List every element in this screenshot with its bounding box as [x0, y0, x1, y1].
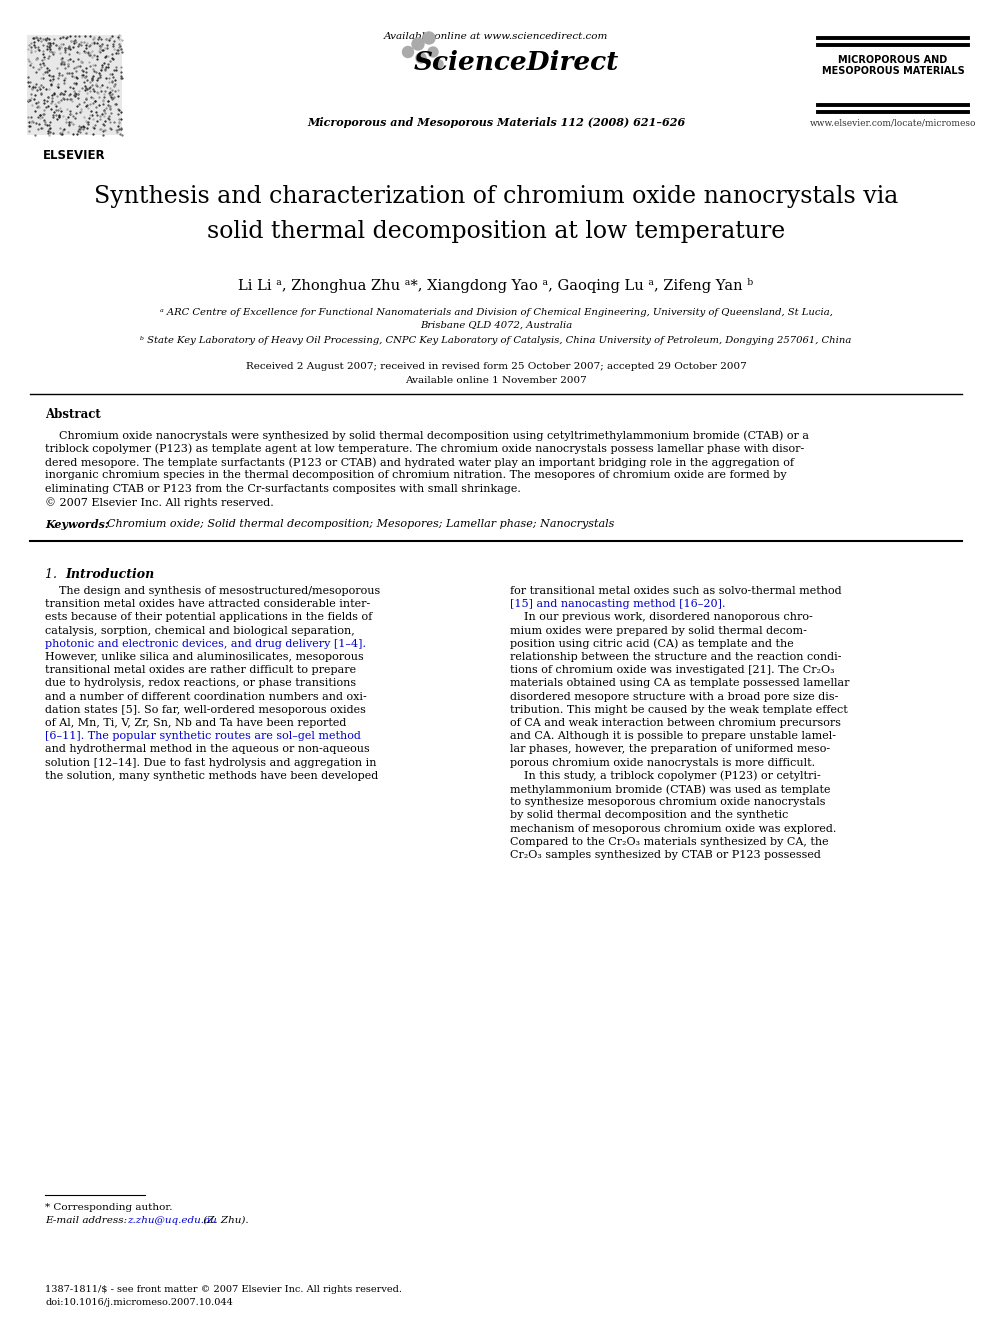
- Text: ScienceDirect: ScienceDirect: [414, 50, 619, 75]
- Text: Cr₂O₃ samples synthesized by CTAB or P123 possessed: Cr₂O₃ samples synthesized by CTAB or P12…: [510, 849, 820, 860]
- Text: tions of chromium oxide was investigated [21]. The Cr₂O₃: tions of chromium oxide was investigated…: [510, 665, 834, 675]
- Text: Microporous and Mesoporous Materials 112 (2008) 621–626: Microporous and Mesoporous Materials 112…: [307, 116, 685, 128]
- Text: Chromium oxide; Solid thermal decomposition; Mesopores; Lamellar phase; Nanocrys: Chromium oxide; Solid thermal decomposit…: [100, 519, 614, 529]
- Text: Compared to the Cr₂O₃ materials synthesized by CA, the: Compared to the Cr₂O₃ materials synthesi…: [510, 837, 828, 847]
- Text: photonic and electronic devices, and drug delivery [1–4].: photonic and electronic devices, and dru…: [45, 639, 366, 648]
- Text: triblock copolymer (P123) as template agent at low temperature. The chromium oxi: triblock copolymer (P123) as template ag…: [45, 443, 805, 454]
- Circle shape: [428, 48, 438, 57]
- Text: porous chromium oxide nanocrystals is more difficult.: porous chromium oxide nanocrystals is mo…: [510, 758, 815, 767]
- Text: Li Li ᵃ, Zhonghua Zhu ᵃ*, Xiangdong Yao ᵃ, Gaoqing Lu ᵃ, Zifeng Yan ᵇ: Li Li ᵃ, Zhonghua Zhu ᵃ*, Xiangdong Yao …: [238, 278, 754, 292]
- Text: catalysis, sorption, chemical and biological separation,: catalysis, sorption, chemical and biolog…: [45, 626, 355, 635]
- Text: by solid thermal decomposition and the synthetic: by solid thermal decomposition and the s…: [510, 811, 789, 820]
- Text: mium oxides were prepared by solid thermal decom-: mium oxides were prepared by solid therm…: [510, 626, 806, 635]
- Text: z.zhu@uq.edu.au: z.zhu@uq.edu.au: [127, 1216, 216, 1225]
- Text: ᵇ State Key Laboratory of Heavy Oil Processing, CNPC Key Laboratory of Catalysis: ᵇ State Key Laboratory of Heavy Oil Proc…: [140, 336, 852, 345]
- Text: ELSEVIER: ELSEVIER: [44, 149, 106, 161]
- Text: dered mesopore. The template surfactants (P123 or CTAB) and hydrated water play : dered mesopore. The template surfactants…: [45, 456, 794, 467]
- Text: Keywords:: Keywords:: [45, 519, 109, 531]
- Text: www.elsevier.com/locate/micromeso: www.elsevier.com/locate/micromeso: [809, 118, 976, 127]
- Text: the solution, many synthetic methods have been developed: the solution, many synthetic methods hav…: [45, 771, 378, 781]
- Text: Received 2 August 2007; received in revised form 25 October 2007; accepted 29 Oc: Received 2 August 2007; received in revi…: [246, 363, 746, 370]
- Circle shape: [416, 53, 426, 64]
- Text: [6–11]. The popular synthetic routes are sol–gel method: [6–11]. The popular synthetic routes are…: [45, 732, 361, 741]
- Text: and a number of different coordination numbers and oxi-: and a number of different coordination n…: [45, 692, 367, 701]
- Text: Available online at www.sciencedirect.com: Available online at www.sciencedirect.co…: [384, 32, 608, 41]
- Circle shape: [423, 32, 435, 44]
- Text: methylammonium bromide (CTAB) was used as template: methylammonium bromide (CTAB) was used a…: [510, 785, 830, 795]
- Text: In our previous work, disordered nanoporous chro-: In our previous work, disordered nanopor…: [510, 613, 812, 622]
- Text: transitional metal oxides are rather difficult to prepare: transitional metal oxides are rather dif…: [45, 665, 356, 675]
- Text: ᵃ ARC Centre of Excellence for Functional Nanomaterials and Division of Chemical: ᵃ ARC Centre of Excellence for Functiona…: [160, 308, 832, 318]
- Text: and CA. Although it is possible to prepare unstable lamel-: and CA. Although it is possible to prepa…: [510, 732, 836, 741]
- Text: and hydrothermal method in the aqueous or non-aqueous: and hydrothermal method in the aqueous o…: [45, 745, 370, 754]
- Text: mechanism of mesoporous chromium oxide was explored.: mechanism of mesoporous chromium oxide w…: [510, 824, 836, 833]
- Text: doi:10.1016/j.micromeso.2007.10.044: doi:10.1016/j.micromeso.2007.10.044: [45, 1298, 233, 1307]
- Text: 1387-1811/$ - see front matter © 2007 Elsevier Inc. All rights reserved.: 1387-1811/$ - see front matter © 2007 El…: [45, 1285, 402, 1294]
- Text: ests because of their potential applications in the fields of: ests because of their potential applicat…: [45, 613, 372, 622]
- Text: for transitional metal oxides such as solvo-thermal method: for transitional metal oxides such as so…: [510, 586, 841, 595]
- Text: solution [12–14]. Due to fast hydrolysis and aggregation in: solution [12–14]. Due to fast hydrolysis…: [45, 758, 377, 767]
- Text: (Z. Zhu).: (Z. Zhu).: [200, 1216, 249, 1225]
- Text: MICROPOROUS AND: MICROPOROUS AND: [838, 56, 947, 65]
- Text: Brisbane QLD 4072, Australia: Brisbane QLD 4072, Australia: [420, 321, 572, 329]
- Text: Chromium oxide nanocrystals were synthesized by solid thermal decomposition usin: Chromium oxide nanocrystals were synthes…: [45, 430, 809, 441]
- Text: © 2007 Elsevier Inc. All rights reserved.: © 2007 Elsevier Inc. All rights reserved…: [45, 497, 274, 508]
- Text: lar phases, however, the preparation of uniformed meso-: lar phases, however, the preparation of …: [510, 745, 830, 754]
- Bar: [27, 34, 122, 135]
- Text: of Al, Mn, Ti, V, Zr, Sn, Nb and Ta have been reported: of Al, Mn, Ti, V, Zr, Sn, Nb and Ta have…: [45, 718, 346, 728]
- Text: dation states [5]. So far, well-ordered mesoporous oxides: dation states [5]. So far, well-ordered …: [45, 705, 366, 714]
- Text: MESOPOROUS MATERIALS: MESOPOROUS MATERIALS: [821, 66, 964, 75]
- Circle shape: [403, 46, 414, 57]
- Text: materials obtained using CA as template possessed lamellar: materials obtained using CA as template …: [510, 679, 849, 688]
- Text: The design and synthesis of mesostructured/mesoporous: The design and synthesis of mesostructur…: [45, 586, 380, 595]
- Text: Synthesis and characterization of chromium oxide nanocrystals via: Synthesis and characterization of chromi…: [94, 185, 898, 208]
- Text: Introduction: Introduction: [65, 568, 154, 581]
- Text: disordered mesopore structure with a broad pore size dis-: disordered mesopore structure with a bro…: [510, 692, 838, 701]
- Circle shape: [412, 38, 424, 50]
- Text: In this study, a triblock copolymer (P123) or cetyltri-: In this study, a triblock copolymer (P12…: [510, 771, 820, 782]
- Circle shape: [435, 60, 443, 67]
- Text: to synthesize mesoporous chromium oxide nanocrystals: to synthesize mesoporous chromium oxide …: [510, 798, 825, 807]
- Text: due to hydrolysis, redox reactions, or phase transitions: due to hydrolysis, redox reactions, or p…: [45, 679, 356, 688]
- Text: transition metal oxides have attracted considerable inter-: transition metal oxides have attracted c…: [45, 599, 370, 609]
- Text: [15] and nanocasting method [16–20].: [15] and nanocasting method [16–20].: [510, 599, 725, 609]
- Text: Abstract: Abstract: [45, 407, 101, 421]
- Text: Available online 1 November 2007: Available online 1 November 2007: [405, 376, 587, 385]
- Text: However, unlike silica and aluminosilicates, mesoporous: However, unlike silica and aluminosilica…: [45, 652, 364, 662]
- Text: solid thermal decomposition at low temperature: solid thermal decomposition at low tempe…: [207, 220, 785, 243]
- Text: relationship between the structure and the reaction condi-: relationship between the structure and t…: [510, 652, 841, 662]
- Text: 1.: 1.: [45, 568, 61, 581]
- Text: position using citric acid (CA) as template and the: position using citric acid (CA) as templ…: [510, 639, 794, 650]
- Text: eliminating CTAB or P123 from the Cr-surfactants composites with small shrinkage: eliminating CTAB or P123 from the Cr-sur…: [45, 484, 521, 493]
- Text: of CA and weak interaction between chromium precursors: of CA and weak interaction between chrom…: [510, 718, 841, 728]
- Text: inorganic chromium species in the thermal decomposition of chromium nitration. T: inorganic chromium species in the therma…: [45, 471, 787, 480]
- Text: E-mail address:: E-mail address:: [45, 1216, 130, 1225]
- Text: * Corresponding author.: * Corresponding author.: [45, 1203, 173, 1212]
- Text: tribution. This might be caused by the weak template effect: tribution. This might be caused by the w…: [510, 705, 848, 714]
